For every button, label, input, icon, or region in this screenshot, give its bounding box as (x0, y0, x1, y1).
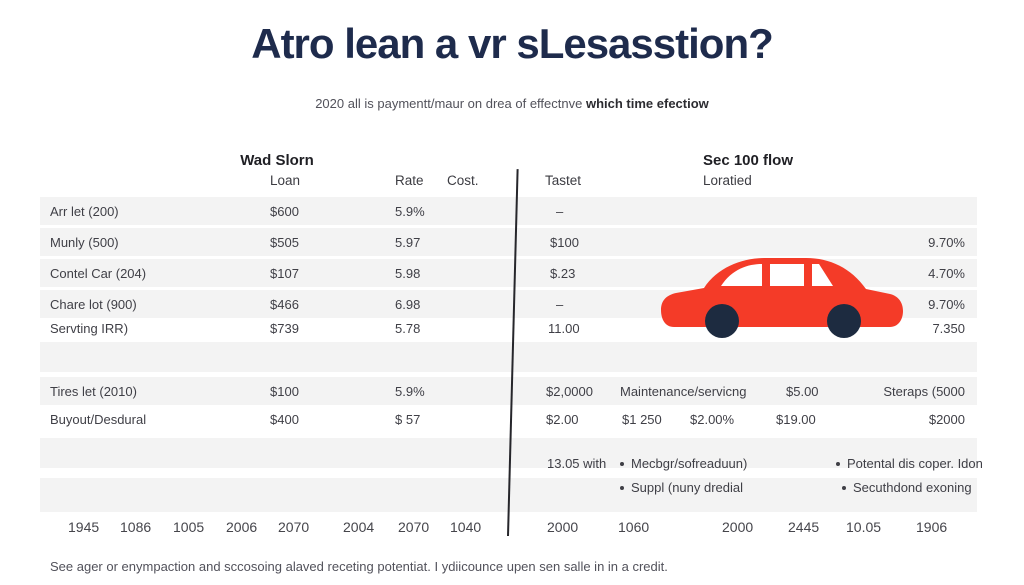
bottom-number: 2000 (722, 519, 754, 535)
bullet-text: Potental dis coper. Idon (847, 456, 983, 471)
row-label: Arr let (200) (50, 204, 119, 219)
bottom-number: 2006 (226, 519, 258, 535)
footer-disclaimer: See ager or enympaction and sccosoing al… (50, 559, 668, 574)
row-label: Contel Car (204) (50, 266, 147, 281)
left-section-header: Wad Slorn (240, 152, 314, 169)
cell-value: $2.00 (546, 412, 579, 427)
cell-value: $2.00% (690, 412, 735, 427)
row-label: Tires let (2010) (50, 384, 137, 399)
row-label: Chare lot (900) (50, 297, 137, 312)
note-bullet: Potental dis coper. Idon (836, 456, 983, 471)
loan-value: $505 (270, 235, 299, 250)
front-wheel-icon (705, 304, 739, 338)
rate-value: 5.9% (395, 384, 425, 399)
loan-value: $107 (270, 266, 299, 281)
row-label: Munly (500) (50, 235, 119, 250)
bottom-number: 1906 (916, 519, 948, 535)
tastet-value: $.23 (550, 266, 576, 281)
bottom-number: 2000 (547, 519, 579, 535)
rate-value: 5.78 (395, 321, 421, 336)
bottom-number: 2445 (788, 519, 820, 535)
column-header-rate: Rate (395, 173, 424, 188)
cell-value: $19.00 (776, 412, 816, 427)
pct-value: 9.70% (928, 297, 965, 312)
column-header-tastet: Tastet (545, 173, 582, 188)
bullet-icon (620, 462, 624, 466)
rate-value: $ 57 (395, 412, 421, 427)
bottom-number: 1040 (450, 519, 482, 535)
subtitle-bold: which time efectiow (585, 96, 709, 111)
cell-value: Maintenance/servicng (620, 384, 747, 399)
notes-lead: 13.05 with (547, 456, 607, 471)
tastet-value: – (556, 297, 564, 312)
pct-value: 9.70% (928, 235, 965, 250)
loan-value: $400 (270, 412, 299, 427)
loan-value: $466 (270, 297, 299, 312)
bottom-number: 2004 (343, 519, 375, 535)
pct-value: 4.70% (928, 266, 965, 281)
note-bullet: Secuthdond exoning (842, 480, 972, 495)
bottom-number: 2070 (398, 519, 430, 535)
loan-value: $100 (270, 384, 299, 399)
column-header-loan: Loan (270, 173, 301, 188)
rate-value: 5.98 (395, 266, 421, 281)
bullet-text: Mecbgr/sofreaduun) (631, 456, 748, 471)
note-bullet: Suppl (nuny dredial (620, 480, 743, 495)
bullet-text: Secuthdond exoning (853, 480, 972, 495)
tastet-value: 11.00 (548, 321, 580, 336)
tastet-value: – (556, 204, 564, 219)
bullet-icon (842, 486, 846, 490)
page-title: Atro lean a vr sLesasstion? (251, 20, 774, 67)
note-bullet: Mecbgr/sofreaduun) (620, 456, 747, 471)
pct-value: 7.350 (932, 321, 965, 336)
row-band (40, 197, 977, 225)
column-header-cost: Cost. (447, 173, 479, 188)
bullet-icon (620, 486, 624, 490)
car-icon (661, 258, 903, 338)
loan-value: $600 (270, 204, 299, 219)
bullet-text: Suppl (nuny dredial (631, 480, 744, 495)
bullet-icon (836, 462, 840, 466)
row-band (40, 342, 977, 372)
tastet-value: $100 (550, 235, 579, 250)
bottom-number: 1060 (618, 519, 650, 535)
bottom-number: 1945 (68, 519, 100, 535)
row-band (40, 228, 977, 256)
right-section-header: Sec 100 flow (702, 152, 794, 169)
cell-value: $1 250 (622, 412, 662, 427)
cell-value: $2,0000 (546, 384, 593, 399)
subtitle-normal: 2020 all is paymentt/maur on drea of eff… (315, 96, 586, 111)
bottom-number: 1005 (173, 519, 205, 535)
cell-value: Steraps (5000 (883, 384, 965, 399)
rate-value: 5.9% (395, 204, 425, 219)
loan-value: $739 (270, 321, 299, 336)
page-subtitle: 2020 all is paymentt/maur on drea of eff… (0, 96, 1024, 111)
row-band (40, 377, 977, 405)
rate-value: 6.98 (395, 297, 421, 312)
column-header-loratied: Loratied (703, 173, 752, 188)
rear-wheel-icon (827, 304, 861, 338)
row-label: Buyout/Desdural (50, 412, 147, 427)
bottom-number: 2070 (278, 519, 310, 535)
row-label: Servting IRR) (50, 321, 129, 336)
cell-value: $2000 (928, 412, 965, 427)
bottom-number: 10.05 (846, 519, 882, 535)
cell-value: $5.00 (786, 384, 819, 399)
bottom-number: 1086 (120, 519, 152, 535)
rate-value: 5.97 (395, 235, 421, 250)
